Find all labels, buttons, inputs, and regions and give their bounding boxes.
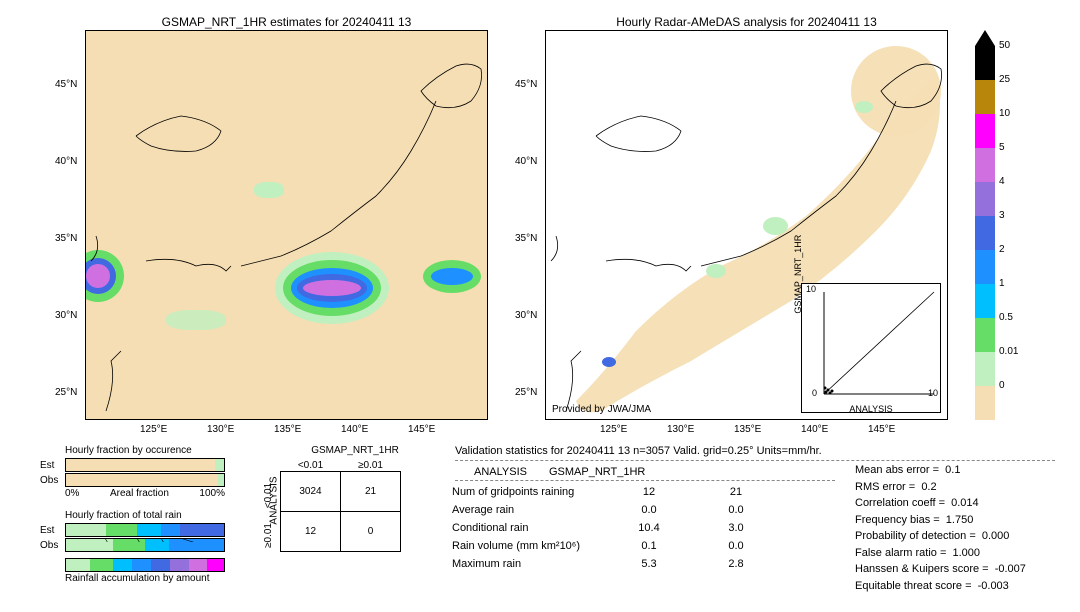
- ytick: 25°N: [55, 387, 77, 398]
- validation-rows: Num of gridpoints raining1221Average rai…: [440, 482, 788, 574]
- xtick: 130°E: [667, 424, 694, 435]
- fraction-accumulation: Rainfall accumulation by amount: [65, 558, 225, 586]
- xtick: 145°E: [868, 424, 895, 435]
- attribution: Provided by JWA/JMA: [552, 404, 651, 415]
- ytick: 30°N: [55, 310, 77, 321]
- ytick: 40°N: [55, 156, 77, 167]
- ytick: 45°N: [55, 79, 77, 90]
- ytick: 30°N: [515, 310, 537, 321]
- ytick: 25°N: [515, 387, 537, 398]
- xtick: 125°E: [600, 424, 627, 435]
- xtick: 125°E: [140, 424, 167, 435]
- right-map-title: Hourly Radar-AMeDAS analysis for 2024041…: [546, 15, 947, 29]
- validation-table: ANALYSISGSMAP_NRT_1HR: [440, 462, 657, 482]
- xtick: 130°E: [207, 424, 234, 435]
- left-map-title: GSMAP_NRT_1HR estimates for 20240411 13: [86, 15, 487, 29]
- stats-list: Mean abs error = 0.1RMS error = 0.2Corre…: [855, 462, 1026, 594]
- left-map-bg: [86, 31, 487, 419]
- fraction-occurrence: Hourly fraction by occurence Est Obs 0% …: [65, 445, 225, 499]
- ytick: 45°N: [515, 79, 537, 90]
- ytick: 35°N: [55, 233, 77, 244]
- contingency-table: <0.01≥0.01 302421 120: [280, 460, 401, 552]
- inset-xlabel: ANALYSIS: [802, 404, 940, 414]
- xtick: 135°E: [734, 424, 761, 435]
- validation-header: Validation statistics for 20240411 13 n=…: [455, 445, 822, 457]
- xtick: 140°E: [801, 424, 828, 435]
- ytick: 35°N: [515, 233, 537, 244]
- colorbar: 502510543210.50.010: [975, 30, 995, 420]
- fraction-total: Hourly fraction of total rain Est Obs: [65, 510, 225, 553]
- ytick: 40°N: [515, 156, 537, 167]
- ctable-col-header: GSMAP_NRT_1HR: [290, 445, 420, 456]
- xtick: 135°E: [274, 424, 301, 435]
- scatter-inset: ANALYSIS GSMAP_NRT_1HR 10 0 10: [801, 283, 941, 413]
- right-map-panel: Hourly Radar-AMeDAS analysis for 2024041…: [545, 30, 948, 420]
- inset-ylabel: GSMAP_NRT_1HR: [793, 235, 803, 314]
- left-map-panel: GSMAP_NRT_1HR estimates for 20240411 13: [85, 30, 488, 420]
- xtick: 140°E: [341, 424, 368, 435]
- xtick: 145°E: [408, 424, 435, 435]
